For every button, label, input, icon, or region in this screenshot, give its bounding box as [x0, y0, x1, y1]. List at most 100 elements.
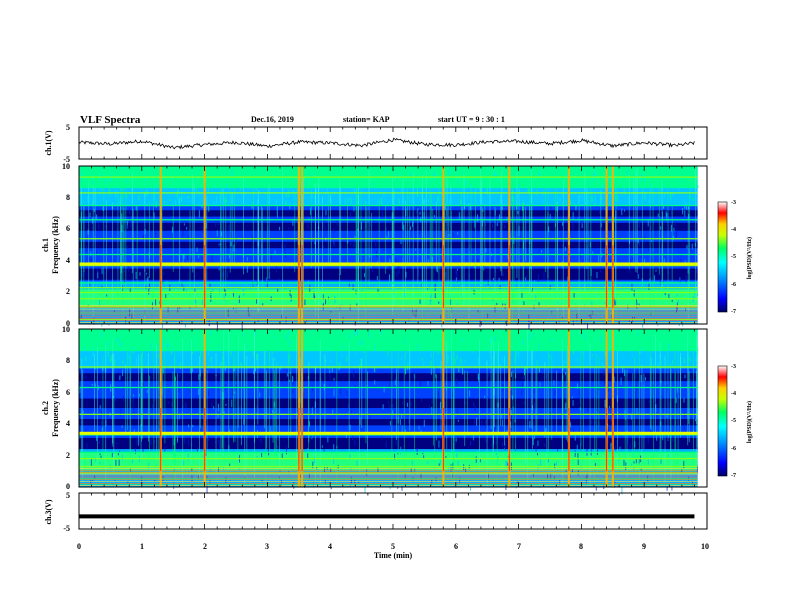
spec-low-noise-line	[79, 483, 698, 484]
spec-speckle	[573, 292, 575, 298]
spec-streak	[633, 179, 635, 263]
spec-speckle	[405, 366, 407, 375]
spec-speckle	[494, 178, 496, 182]
spec-speckle	[395, 257, 397, 265]
spec-speckle	[226, 199, 228, 203]
ch3-ytick-bottom: -5	[63, 524, 70, 533]
spec-speckle	[565, 372, 567, 375]
spec-speckle	[264, 278, 266, 282]
spec-speckle	[556, 461, 558, 467]
spec-speckle	[124, 249, 126, 258]
spec-speckle	[510, 391, 512, 395]
spec-speckle	[516, 480, 518, 484]
spec-speckle	[528, 238, 530, 243]
spec-speckle	[608, 406, 610, 408]
spec-speckle	[92, 180, 94, 184]
spec-streak	[405, 200, 406, 297]
spec-speckle	[295, 174, 297, 177]
spec-streak	[257, 354, 259, 425]
spec-speckle	[216, 195, 218, 204]
spec-speckle	[341, 353, 343, 357]
spec-speckle	[333, 378, 335, 381]
spec-speckle	[592, 251, 594, 254]
spec-bright-line	[79, 219, 698, 221]
spec-speckle	[162, 366, 164, 374]
ch2-cbar-tick-m6: -6	[731, 446, 736, 452]
spec-streak	[567, 345, 569, 443]
spec-streak	[557, 194, 559, 322]
spec-low-noise-line	[79, 477, 698, 479]
spec-speckle	[256, 405, 258, 412]
spec-speckle	[357, 254, 359, 258]
spec-streak	[122, 186, 124, 322]
ch1-waveform-panel: 5 -5 ch.1(V)	[44, 123, 708, 164]
spec-speckle	[231, 168, 233, 176]
ch3-waveform-ticks	[78, 493, 708, 529]
spec-speckle	[277, 433, 279, 441]
spec-speckle	[93, 208, 95, 213]
spec-bright-line	[79, 238, 698, 240]
spec-speckle	[184, 438, 186, 445]
spec-speckle	[494, 172, 496, 177]
spec-speckle	[80, 314, 82, 321]
spec-speckle	[660, 226, 662, 230]
spec-speckle	[680, 180, 682, 183]
spec-speckle	[689, 195, 691, 199]
spec-speckle	[438, 463, 440, 467]
spec-speckle	[360, 358, 362, 366]
spec-speckle	[376, 276, 378, 281]
spec-speckle	[349, 212, 351, 218]
spec-speckle	[131, 169, 133, 172]
spec-speckle	[208, 479, 210, 483]
spec-speckle	[430, 368, 432, 375]
spec-speckle	[208, 390, 210, 397]
spec-speckle	[455, 269, 457, 275]
spec-speckle	[253, 370, 255, 374]
spec-speckle	[631, 353, 633, 357]
spec-speckle	[354, 479, 356, 487]
spec-speckle	[305, 178, 307, 186]
spec-speckle	[329, 374, 331, 382]
spec-streak	[481, 180, 483, 286]
spec-speckle	[691, 243, 693, 250]
spec-speckle	[622, 367, 624, 373]
spec-speckle	[647, 219, 649, 227]
spec-streak	[144, 192, 146, 322]
spec-speckle	[175, 478, 177, 483]
spec-speckle	[465, 467, 467, 474]
spec-speckle	[494, 426, 496, 431]
spec-speckle	[460, 357, 462, 365]
spec-spike-core	[508, 408, 510, 472]
ch2-freq-tick-0: 0	[66, 482, 70, 491]
spec-speckle	[79, 216, 81, 221]
spec-speckle	[399, 206, 401, 209]
spec-speckle	[353, 241, 355, 248]
spec-speckle	[420, 381, 422, 388]
spec-speckle	[414, 374, 416, 380]
spec-speckle	[202, 455, 204, 460]
spec-speckle	[284, 244, 286, 252]
spec-speckle	[482, 210, 484, 212]
spec-speckle	[537, 440, 539, 447]
time-axis-tick-labels: 0 1 2 3 4 5 6 7 8 9 10	[77, 542, 709, 551]
spec-speckle	[353, 206, 355, 212]
spec-speckle	[690, 247, 692, 252]
spec-streak	[525, 206, 527, 262]
spec-speckle	[187, 255, 189, 260]
spec-spike-core	[160, 245, 162, 309]
spec-speckle	[334, 295, 336, 304]
spec-speckle	[307, 377, 309, 383]
spec-speckle	[388, 401, 390, 404]
spec-speckle	[636, 407, 638, 414]
spec-speckle	[455, 437, 457, 442]
spec-streak	[220, 362, 222, 455]
spec-speckle	[535, 166, 537, 174]
spec-speckle	[272, 410, 274, 413]
spec-speckle	[127, 310, 129, 314]
spec-speckle	[185, 402, 187, 409]
spec-speckle	[473, 435, 475, 441]
spec-streak	[626, 369, 628, 477]
spec-low-noise-line	[79, 308, 698, 310]
spec-speckle	[543, 272, 545, 280]
spec-speckle	[325, 209, 327, 216]
